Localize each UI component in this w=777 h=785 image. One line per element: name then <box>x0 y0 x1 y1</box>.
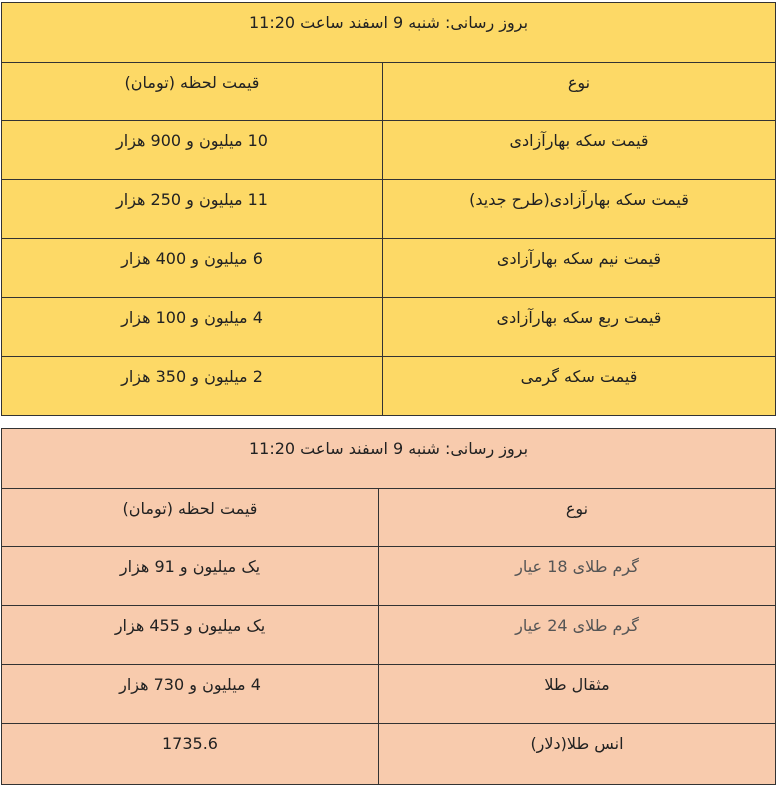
price-cell: یک میلیون و 91 هزار <box>1 546 379 606</box>
price-cell: یک میلیون و 455 هزار <box>1 605 379 665</box>
header-type: نوع <box>382 62 776 121</box>
price-cell: 6 میلیون و 400 هزار <box>1 238 383 298</box>
table-row: قیمت ربع سکه بهارآزادی 4 میلیون و 100 هزا… <box>1 297 776 357</box>
type-cell: گرم طلای 24 عیار <box>378 605 776 665</box>
type-cell: قیمت ربع سکه بهارآزادی <box>382 297 776 357</box>
table-row: قیمت سکه بهارآزادی(طرح جدید) 11 میلیون و … <box>1 179 776 239</box>
header-price: قیمت لحظه (تومان) <box>1 488 379 547</box>
header-price: قیمت لحظه (تومان) <box>1 62 383 121</box>
type-cell: انس طلا(دلار) <box>378 723 776 785</box>
price-cell: 2 میلیون و 350 هزار <box>1 356 383 416</box>
table-row: قیمت سکه بهارآزادی 10 میلیون و 900 هزار <box>1 120 776 180</box>
type-cell: قیمت نیم سکه بهارآزادی <box>382 238 776 298</box>
table-row: انس طلا(دلار) 1735.6 <box>1 723 776 785</box>
header-type: نوع <box>378 488 776 547</box>
type-cell: قیمت سکه بهارآزادی(طرح جدید) <box>382 179 776 239</box>
table-row: گرم طلای 18 عیار یک میلیون و 91 هزار <box>1 546 776 606</box>
price-cell: 11 میلیون و 250 هزار <box>1 179 383 239</box>
price-cell: 4 میلیون و 100 هزار <box>1 297 383 357</box>
table-title: بروز رسانی: شنبه 9 اسفند ساعت 11:20 <box>1 2 776 63</box>
type-cell: قیمت سکه گرمی <box>382 356 776 416</box>
gold-price-table: بروز رسانی: شنبه 9 اسفند ساعت 11:20 نوع … <box>1 428 776 785</box>
table-row: قیمت سکه گرمی 2 میلیون و 350 هزار <box>1 356 776 416</box>
price-cell: 10 میلیون و 900 هزار <box>1 120 383 180</box>
table-row: گرم طلای 24 عیار یک میلیون و 455 هزار <box>1 605 776 665</box>
table-title: بروز رسانی: شنبه 9 اسفند ساعت 11:20 <box>1 428 776 489</box>
table-header-row: نوع قیمت لحظه (تومان) <box>1 62 776 121</box>
type-cell: مثقال طلا <box>378 664 776 724</box>
table-row: مثقال طلا 4 میلیون و 730 هزار <box>1 664 776 724</box>
type-cell: گرم طلای 18 عیار <box>378 546 776 606</box>
coin-price-table: بروز رسانی: شنبه 9 اسفند ساعت 11:20 نوع … <box>1 2 776 416</box>
table-header-row: نوع قیمت لحظه (تومان) <box>1 488 776 547</box>
price-cell: 4 میلیون و 730 هزار <box>1 664 379 724</box>
table-row: قیمت نیم سکه بهارآزادی 6 میلیون و 400 هزا… <box>1 238 776 298</box>
type-cell: قیمت سکه بهارآزادی <box>382 120 776 180</box>
price-cell: 1735.6 <box>1 723 379 785</box>
